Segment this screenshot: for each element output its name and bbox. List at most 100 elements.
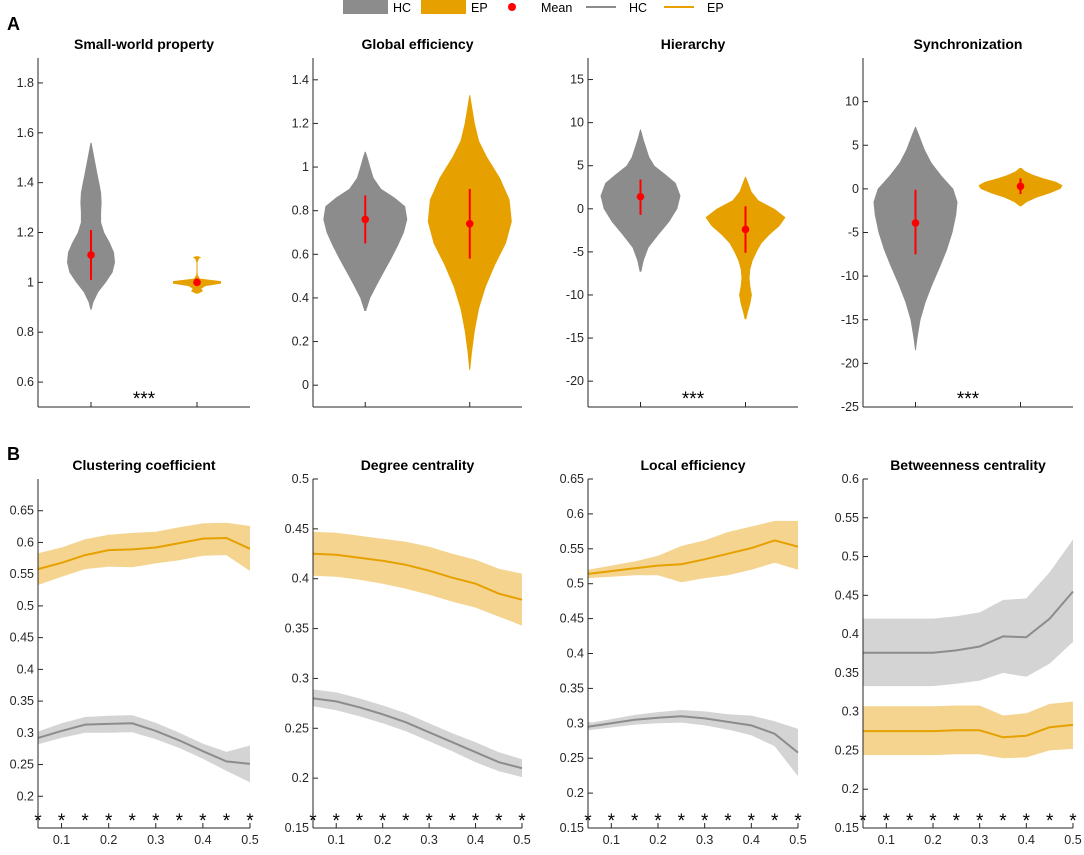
x-tick-label: 0.5 xyxy=(241,833,258,847)
significance-star: * xyxy=(402,811,410,832)
chart-8: Betweenness centrality 0.15 0.2 0.25 0.3 0.35… xyxy=(835,457,1082,847)
x-tick-label: 0.1 xyxy=(878,833,895,847)
significance-star: * xyxy=(1046,811,1054,832)
chart-6: Degree centrality 0.15 0.2 0.25 0.3 0.35 0.4 0.… xyxy=(285,457,531,847)
y-tick-label: 0.2 xyxy=(292,771,309,785)
y-tick-label: 0.45 xyxy=(10,631,34,645)
y-tick-label: 1.8 xyxy=(17,76,34,90)
band-hc xyxy=(313,689,522,778)
legend-label-mean: Mean xyxy=(541,1,572,15)
y-tick-label: 0.25 xyxy=(285,721,309,735)
significance-star: * xyxy=(678,811,686,832)
chart-title: Clustering coefficient xyxy=(72,457,215,473)
mean-marker-ep xyxy=(193,278,201,287)
y-tick-label: 0.5 xyxy=(292,472,309,486)
x-tick-label: 0.2 xyxy=(374,833,391,847)
mean-marker-hc xyxy=(361,215,370,224)
line-ep xyxy=(312,552,523,601)
panel-label-a: A xyxy=(7,14,20,34)
significance-star: * xyxy=(1023,811,1031,832)
significance-star: * xyxy=(129,811,137,832)
x-tick-label: 0.3 xyxy=(147,833,164,847)
x-tick-label: 0.2 xyxy=(100,833,117,847)
y-tick-label: 0.25 xyxy=(560,751,584,765)
violin-hc xyxy=(67,142,115,310)
y-tick-label: 15 xyxy=(570,73,584,87)
legend: HC EP Mean HC EP xyxy=(343,0,724,15)
y-tick-label: 10 xyxy=(570,116,584,130)
significance-star: * xyxy=(999,811,1007,832)
significance-star: * xyxy=(472,811,480,832)
line-hc xyxy=(863,590,1074,654)
y-tick-label: 0.15 xyxy=(835,821,859,835)
significance-star: * xyxy=(199,811,207,832)
significance-star: * xyxy=(794,811,802,832)
y-tick-label: 10 xyxy=(845,95,859,109)
y-tick-label: 0.25 xyxy=(835,743,859,757)
chart-2: Global efficiency 0 0.2 0.4 0.6 0.8 1 1.2 1.4 xyxy=(292,36,522,408)
y-tick-label: 0.25 xyxy=(10,758,34,772)
x-tick-label: 0.4 xyxy=(194,833,211,847)
chart-title: Degree centrality xyxy=(361,457,475,473)
band-ep xyxy=(313,531,522,626)
significance-star: * xyxy=(608,811,616,832)
x-tick-label: 0.5 xyxy=(789,833,806,847)
line-ep xyxy=(587,539,799,575)
significance-star: * xyxy=(81,811,89,832)
y-tick-label: 0.4 xyxy=(17,662,34,676)
significance-label: *** xyxy=(682,389,705,410)
mean-marker-hc xyxy=(636,192,645,201)
x-tick-label: 0.2 xyxy=(924,833,941,847)
y-tick-label: 0.3 xyxy=(17,726,34,740)
significance-star: * xyxy=(906,811,914,832)
line-ep xyxy=(863,723,1074,739)
significance-star: * xyxy=(771,811,779,832)
y-tick-label: 0 xyxy=(577,202,584,216)
significance-star: * xyxy=(654,811,662,832)
y-tick-label: 0.6 xyxy=(17,375,34,389)
legend-mean-marker xyxy=(508,3,516,11)
x-tick-label: 0.5 xyxy=(513,833,530,847)
significance-star: * xyxy=(333,811,341,832)
significance-star: * xyxy=(1069,811,1077,832)
y-tick-label: 1.4 xyxy=(292,73,309,87)
y-tick-label: 0.55 xyxy=(560,542,584,556)
y-tick-label: -20 xyxy=(566,374,584,388)
y-tick-label: 1 xyxy=(27,275,34,289)
legend-label-hc-violin: HC xyxy=(393,1,411,15)
band-ep xyxy=(38,522,250,585)
y-tick-label: 0.2 xyxy=(17,789,34,803)
chart-title: Synchronization xyxy=(914,36,1023,52)
chart-title: Global efficiency xyxy=(361,36,473,52)
significance-star: * xyxy=(105,811,113,832)
legend-swatch-ep-violin xyxy=(421,0,466,14)
y-tick-label: 0.6 xyxy=(17,535,34,549)
y-tick-label: 0.35 xyxy=(10,694,34,708)
chart-title: Betweenness centrality xyxy=(890,457,1046,473)
y-tick-label: 0.5 xyxy=(842,550,859,564)
chart-7: Local efficiency 0.15 0.2 0.25 0.3 0.35 0.4 0.4… xyxy=(560,457,807,847)
chart-title: Hierarchy xyxy=(661,36,726,52)
mean-marker-hc xyxy=(911,219,920,227)
legend-label-hc-line: HC xyxy=(629,1,647,15)
significance-star: * xyxy=(449,811,457,832)
significance-star: * xyxy=(176,811,184,832)
y-tick-label: 0.5 xyxy=(17,599,34,613)
y-tick-label: 0.8 xyxy=(17,325,34,339)
y-tick-label: 0.65 xyxy=(560,472,584,486)
y-tick-label: 0.4 xyxy=(567,647,584,661)
x-tick-label: 0.1 xyxy=(603,833,620,847)
y-tick-label: 0.35 xyxy=(560,681,584,695)
mean-marker-ep xyxy=(741,225,750,234)
significance-star: * xyxy=(701,811,709,832)
y-tick-label: 1.2 xyxy=(17,226,34,240)
x-tick-label: 0.4 xyxy=(467,833,484,847)
y-tick-label: 0.5 xyxy=(567,577,584,591)
y-tick-label: -15 xyxy=(566,331,584,345)
y-tick-label: 0.3 xyxy=(292,671,309,685)
significance-star: * xyxy=(223,811,231,832)
significance-label: *** xyxy=(133,389,156,410)
significance-star: * xyxy=(58,811,66,832)
band-hc xyxy=(38,715,250,783)
y-tick-label: 0.65 xyxy=(10,504,34,518)
